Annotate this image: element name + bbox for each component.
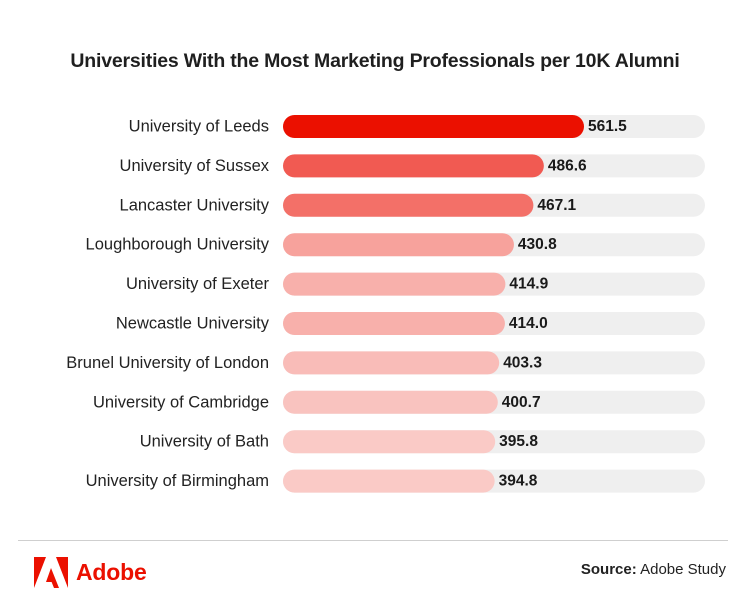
category-label: University of Birmingham xyxy=(86,472,269,490)
category-label: University of Leeds xyxy=(129,118,269,136)
bar-chart: University of Leeds 561.5 University of Su… xyxy=(66,115,705,493)
category-label: Loughborough University xyxy=(86,236,270,254)
bar xyxy=(283,390,498,414)
value-label: 561.5 xyxy=(588,118,627,135)
bar xyxy=(283,430,496,454)
source-label: Source: xyxy=(580,561,637,578)
value-label: 414.9 xyxy=(509,276,548,293)
value-label: 430.8 xyxy=(518,236,557,253)
value-label: 467.1 xyxy=(537,197,576,214)
bar xyxy=(283,193,534,217)
category-label: University of Sussex xyxy=(120,157,270,175)
bar xyxy=(283,272,506,296)
footer-divider xyxy=(18,540,728,541)
bar xyxy=(283,154,544,178)
value-label: 400.7 xyxy=(502,394,541,411)
category-label: Newcastle University xyxy=(116,315,270,333)
bar xyxy=(283,312,505,335)
value-label: 394.8 xyxy=(499,473,538,490)
chart-title: Universities With the Most Marketing Pro… xyxy=(70,50,680,72)
category-label: Lancaster University xyxy=(120,196,270,214)
category-label: University of Exeter xyxy=(126,275,270,293)
adobe-logo[interactable]: Adobe xyxy=(34,556,147,588)
value-label: 414.0 xyxy=(509,315,548,332)
source-text: Adobe Study xyxy=(640,561,726,578)
adobe-logo-icon xyxy=(34,556,68,588)
bar xyxy=(283,351,500,375)
value-label: 403.3 xyxy=(503,354,542,371)
bar xyxy=(283,115,584,138)
brand-name: Adobe xyxy=(76,558,147,585)
value-label: 486.6 xyxy=(548,157,587,174)
bar xyxy=(283,469,495,493)
value-label: 395.8 xyxy=(499,433,538,450)
bar xyxy=(283,233,514,257)
category-label: Brunel University of London xyxy=(66,354,269,372)
source-note: Source: Adobe Study xyxy=(581,561,726,578)
category-label: University of Bath xyxy=(140,433,269,451)
category-label: University of Cambridge xyxy=(93,393,269,411)
